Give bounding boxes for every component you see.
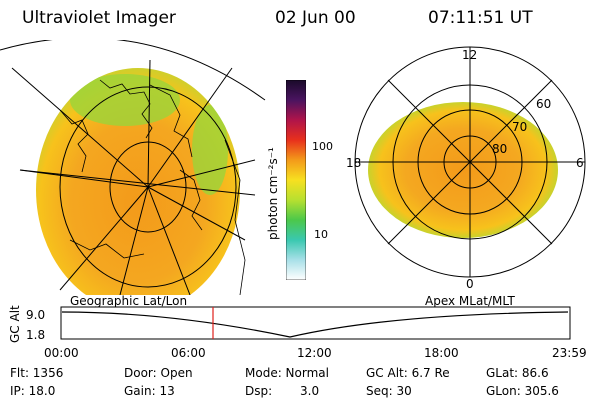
y-max-label: 9.0 — [26, 308, 46, 322]
lat-label-60: 60 — [536, 97, 552, 111]
geo-latitude: GLat: 86.6 — [486, 366, 549, 380]
mlt-label-12: 12 — [462, 48, 478, 62]
geographic-projection — [0, 40, 266, 295]
polar-mlt-plot — [354, 46, 586, 278]
apex-mlat-mlt-title: Apex MLat/MLT — [425, 294, 515, 308]
gain-value: Gain: 13 — [124, 384, 175, 398]
altitude-curve — [61, 311, 569, 338]
observation-time: 07:11:51 UT — [428, 8, 533, 28]
mlt-label-6: 6 — [576, 156, 584, 170]
geo-longitude: GLon: 305.6 — [486, 384, 559, 398]
flight-number: Flt: 1356 — [10, 366, 64, 380]
door-status: Door: Open — [124, 366, 193, 380]
ip-value: IP: 18.0 — [10, 384, 56, 398]
time-tick-1200: 12:00 — [297, 346, 332, 360]
time-tick-0000: 00:00 — [44, 346, 79, 360]
lat-label-70: 70 — [512, 120, 528, 134]
aurora-disk — [36, 68, 240, 295]
lat-label-80: 80 — [492, 142, 508, 156]
instrument-title: Ultraviolet Imager — [22, 8, 176, 28]
y-min-label: 1.8 — [26, 328, 46, 342]
intensity-colorbar — [286, 80, 306, 280]
dsp-value: 3.0 — [300, 384, 320, 398]
gc-alt-value: GC Alt: 6.7 Re — [366, 366, 450, 380]
colorbar-tick-10: 10 — [314, 228, 328, 241]
colorbar-tick-100: 100 — [312, 140, 333, 153]
sequence-number: Seq: 30 — [366, 384, 412, 398]
time-tick-0600: 06:00 — [171, 346, 206, 360]
mlt-label-0: 0 — [466, 277, 474, 291]
colorbar-unit-label: photon cm⁻²s⁻¹ — [266, 147, 280, 240]
auroral-oval — [368, 102, 558, 238]
time-tick-1800: 18:00 — [424, 346, 459, 360]
time-tick-2359: 23:59 — [552, 346, 587, 360]
gc-altitude-timeline — [60, 306, 571, 340]
coastlines — [59, 79, 246, 295]
dsp-label: Dsp: — [245, 384, 273, 398]
mode-value: Mode: Normal — [245, 366, 329, 380]
geographic-lat-lon-title: Geographic Lat/Lon — [70, 294, 188, 308]
observation-date: 02 Jun 00 — [275, 8, 356, 28]
mlt-label-18: 18 — [346, 156, 362, 170]
gc-alt-axis-label: GC Alt — [8, 305, 22, 343]
